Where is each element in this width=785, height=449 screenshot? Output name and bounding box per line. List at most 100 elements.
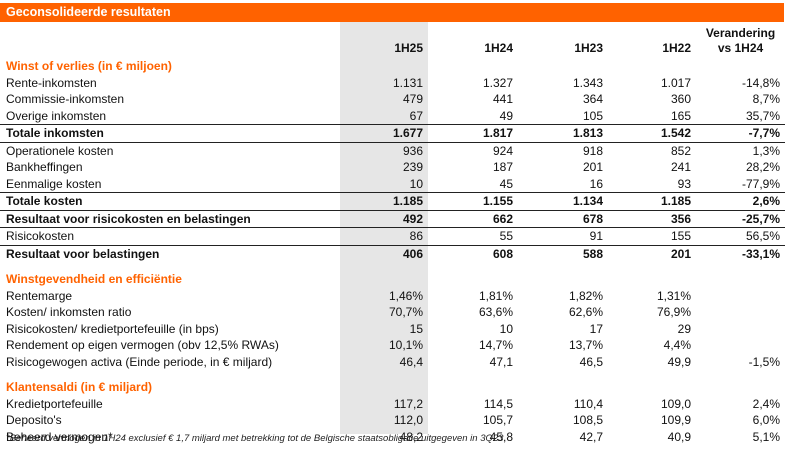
section-heading: Winst of verlies (in € miljoen) <box>6 59 172 73</box>
column-header-change: Verandering vs 1H24 <box>696 22 785 58</box>
value-1h25: 10,1% <box>388 338 423 352</box>
value-1h22: 165 <box>670 108 691 123</box>
value-1h25: 1.131 <box>392 75 423 90</box>
value-1h22: 49,9 <box>667 354 691 369</box>
table-row: Kredietportefeuille 117,2 114,5 110,4 109,0 2… <box>0 396 785 413</box>
value-1h23: 16 <box>589 176 603 191</box>
column-header-1h24: 1H24 <box>484 41 513 55</box>
row-label: Risicokosten/ kredietportefeuille (in bp… <box>6 321 219 336</box>
column-header-1h23: 1H23 <box>574 41 603 55</box>
change-vs-1h24: -7,7% <box>696 124 785 142</box>
value-1h24: 55 <box>428 227 518 245</box>
value-1h22: 1.542 <box>608 124 696 142</box>
value-1h22: 360 <box>670 92 691 106</box>
row-label: Rendement op eigen vermogen (obv 12,5% R… <box>6 338 279 352</box>
column-header-row: 1H25 1H24 1H23 1H22 Verandering vs 1H24 <box>0 22 785 58</box>
value-1h23: 91 <box>518 227 608 245</box>
change-vs-1h24: -14,8% <box>741 75 780 90</box>
value-1h23: 42,7 <box>579 429 603 444</box>
value-1h23: 62,6% <box>568 305 603 319</box>
value-1h25: 48,2 <box>399 429 423 444</box>
value-1h24: 47,1 <box>489 354 513 369</box>
value-1h24: 1.155 <box>428 192 518 210</box>
value-1h22: 76,9% <box>656 305 691 319</box>
value-1h23: 105 <box>582 108 603 123</box>
row-label: Eenmalige kosten <box>6 176 102 191</box>
results-table: 1H25 1H24 1H23 1H22 Verandering vs 1H24 … <box>0 22 785 445</box>
row-label: Beheerd vermogen* <box>6 429 113 444</box>
change-vs-1h24: -33,1% <box>696 244 785 262</box>
value-1h24: 1,81% <box>478 288 513 303</box>
value-1h24: 1.817 <box>428 124 518 142</box>
row-label: Operationele kosten <box>0 141 340 159</box>
value-1h23: 17 <box>589 321 603 336</box>
value-1h25: 1.185 <box>340 192 428 210</box>
value-1h22: 109,0 <box>660 396 691 411</box>
row-label: Resultaat voor risicokosten en belasting… <box>0 209 340 228</box>
table-row: Totale kosten 1.185 1.155 1.134 1.185 2,6% <box>0 192 785 210</box>
section-heading: Klantensaldi (in € miljard) <box>6 380 153 394</box>
value-1h24: 187 <box>492 160 513 174</box>
value-1h25: 15 <box>409 321 423 336</box>
row-label: Risicogewogen activa (Einde periode, in … <box>6 354 273 369</box>
value-1h23: 46,5 <box>579 354 603 369</box>
value-1h22: 155 <box>608 227 696 245</box>
table-row: Risicogewogen activa (Einde periode, in … <box>0 354 785 371</box>
change-vs-1h24: 28,2% <box>745 160 780 174</box>
value-1h25: 117,2 <box>393 396 423 411</box>
table-row: Risicokosten/ kredietportefeuille (in bp… <box>0 321 785 338</box>
section-heading-row: Winstgevendheid en efficiëntie <box>0 271 785 288</box>
value-1h24: 14,7% <box>478 338 513 352</box>
value-1h23: 201 <box>582 160 603 174</box>
value-1h23: 678 <box>518 209 608 228</box>
table-row: Risicokosten 86 55 91 155 56,5% <box>0 227 785 245</box>
change-vs-1h24 <box>696 337 785 354</box>
table-row: Commissie-inkomsten 479 441 364 360 8,7% <box>0 91 785 108</box>
value-1h24: 608 <box>428 244 518 262</box>
value-1h23: 13,7% <box>568 338 603 352</box>
value-1h23: 108,5 <box>572 413 603 427</box>
value-1h22: 1,31% <box>656 288 691 303</box>
value-1h23: 588 <box>518 244 608 262</box>
value-1h22: 1.017 <box>660 75 691 90</box>
value-1h22: 852 <box>608 141 696 159</box>
row-label: Deposito's <box>6 413 62 427</box>
value-1h23: 918 <box>518 141 608 159</box>
change-vs-1h24: -1,5% <box>748 354 780 369</box>
change-vs-1h24 <box>696 321 785 338</box>
row-label: Resultaat voor belastingen <box>0 244 340 262</box>
change-vs-1h24 <box>696 288 785 305</box>
value-1h24: 114,5 <box>483 396 513 411</box>
table-row: Totale inkomsten 1.677 1.817 1.813 1.542 -7,7… <box>0 124 785 142</box>
value-1h22: 4,4% <box>663 338 691 352</box>
spacer-cell <box>0 262 785 271</box>
value-1h25: 239 <box>402 160 423 174</box>
value-1h25: 406 <box>340 244 428 262</box>
change-vs-1h24: 2,6% <box>696 192 785 210</box>
value-1h22: 201 <box>608 244 696 262</box>
table-row: Rendement op eigen vermogen (obv 12,5% R… <box>0 337 785 354</box>
footnote: *Beheerd vermogen in 1H24 exclusief € 1,… <box>6 433 504 444</box>
value-1h25: 936 <box>340 141 428 159</box>
table-row: Overige inkomsten 67 49 105 165 35,7% <box>0 108 785 125</box>
value-1h25: 70,7% <box>388 305 423 319</box>
value-1h25: 1.677 <box>340 124 428 142</box>
value-1h25: 67 <box>409 108 423 123</box>
value-1h25: 479 <box>402 92 423 106</box>
value-1h22: 29 <box>677 321 691 336</box>
row-label: Totale kosten <box>0 192 340 210</box>
table-title: Geconsolideerde resultaten <box>0 3 784 22</box>
change-vs-1h24: -25,7% <box>696 209 785 228</box>
change-vs-1h24: 5,1% <box>752 429 780 444</box>
table-row: Operationele kosten 936 924 918 852 1,3% <box>0 141 785 159</box>
row-label: Kosten/ inkomsten ratio <box>6 305 132 319</box>
value-1h25: 86 <box>340 227 428 245</box>
row-label: Commissie-inkomsten <box>6 92 125 106</box>
value-1h24: 1.327 <box>482 75 513 90</box>
value-1h24: 45,8 <box>489 429 513 444</box>
value-1h24: 105,7 <box>482 413 513 427</box>
value-1h22: 40,9 <box>667 429 691 444</box>
row-label: Totale inkomsten <box>0 124 340 142</box>
change-vs-1h24: 2,4% <box>752 396 780 411</box>
